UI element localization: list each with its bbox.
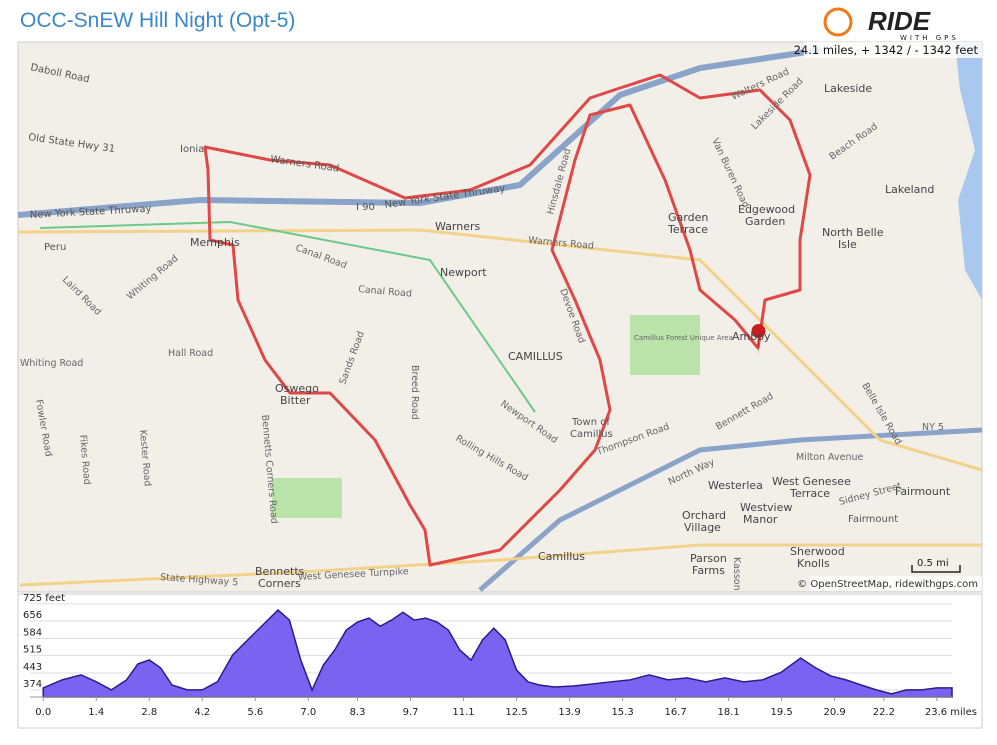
x-tick-label: 12.5 [505, 707, 527, 718]
map-label: Village [684, 521, 721, 534]
map-label: Sherwood [790, 545, 845, 558]
map-label: Milton Avenue [796, 452, 864, 463]
map-label: Camillus [570, 429, 613, 440]
map-label: Terrace [667, 223, 708, 236]
map-label: Peru [44, 242, 66, 253]
x-tick-label: 13.9 [558, 707, 580, 718]
map-label: Bitter [280, 394, 311, 407]
x-tick-label: 2.8 [141, 707, 157, 718]
map-label: Westview [740, 501, 792, 514]
x-tick-label: 4.2 [194, 707, 210, 718]
map-label: Garden [745, 215, 785, 228]
logo-text: RIDE [868, 6, 931, 36]
elevation-chart: 374 443 515 584 656 725 feet 0.0 1.4 2.8 4.2 5.6 7.… [23, 593, 977, 718]
map-label: Kester Road [137, 429, 153, 487]
map-label: Whiting Road [20, 358, 83, 369]
logo-sub: WITH GPS [900, 34, 959, 42]
x-tick-label: 22.2 [873, 707, 895, 718]
map-label: Lakeland [885, 183, 934, 196]
road [19, 543, 982, 587]
x-tick-label: 15.3 [611, 707, 633, 718]
park [272, 478, 342, 518]
map-label: Oswego [275, 382, 319, 395]
scale-bar [911, 565, 961, 573]
lake [955, 42, 982, 300]
park [630, 315, 700, 375]
x-tick-label: 16.7 [664, 707, 686, 718]
route-stats: 24.1 miles, + 1342 / - 1342 feet [794, 43, 979, 57]
map-label: State Highway 5 [160, 572, 239, 588]
map-label: Ionia [180, 144, 204, 155]
x-tick-label: 7.0 [300, 707, 316, 718]
map-label: Warners [435, 220, 481, 233]
y-tick-label: 374 [23, 679, 42, 690]
map-label: Newport [440, 266, 487, 279]
map-label: Breed Road [409, 365, 420, 420]
x-tick-label: 9.7 [403, 707, 419, 718]
route-title[interactable]: OCC-SnEW Hill Night (Opt-5) [20, 9, 295, 32]
elevation-area [42, 609, 953, 698]
y-tick-label: 725 feet [23, 593, 65, 604]
y-tick-label: 584 [23, 627, 42, 638]
x-tick-label: 11.1 [452, 707, 474, 718]
logo[interactable]: RIDE WITH GPS [823, 6, 959, 42]
map-label: Camillus [538, 550, 585, 563]
y-tick-label: 443 [23, 662, 42, 673]
map-label: Garden [668, 211, 708, 224]
x-tick-label: 19.5 [770, 707, 792, 718]
map-label: Fikes Road [77, 434, 92, 485]
x-tick-label: 20.9 [823, 707, 845, 718]
map-label: Bennetts [255, 565, 305, 578]
thruway [17, 47, 821, 218]
map-label: North Belle [822, 226, 884, 239]
map-label: Westerlea [708, 479, 763, 492]
map-label: Town of [571, 417, 610, 428]
map-label: CAMILLUS [508, 350, 563, 363]
map-label: Hall Road [168, 348, 213, 359]
map-label: Manor [743, 513, 778, 526]
canal [39, 220, 536, 413]
map-label: Terrace [789, 487, 830, 500]
x-tick-label: 0.0 [35, 707, 51, 718]
attribution-bg [810, 576, 982, 591]
road [17, 228, 983, 472]
map-label: Camillus Forest Unique Area [634, 334, 733, 342]
map-label: Lakeside [824, 82, 872, 95]
map-label: I 90 [356, 202, 375, 213]
x-tick-label: 18.1 [717, 707, 739, 718]
map-label: Fairmount [848, 514, 898, 525]
x-tick-label: 8.3 [350, 707, 366, 718]
map-label: West Genesee [772, 475, 851, 488]
x-tick-label: 1.4 [88, 707, 104, 718]
scale-label: 0.5 mi [917, 558, 949, 569]
map-label: Parson [690, 552, 727, 565]
highway [478, 427, 983, 592]
y-tick-label: 515 [23, 644, 42, 655]
map-label: Memphis [190, 236, 240, 249]
map-label: Edgewood [738, 203, 795, 216]
start-marker[interactable] [751, 324, 766, 356]
map-label: Corners [258, 577, 301, 590]
map-label: NY 5 [922, 422, 944, 433]
map-label: Kasson [731, 557, 742, 591]
x-tick-label: 23.6 miles [925, 707, 977, 718]
map-label: Fairmount [895, 485, 951, 498]
map-label: Isle [838, 238, 857, 251]
attribution[interactable]: © OpenStreetMap, ridewithgps.com [797, 579, 978, 590]
y-tick-label: 656 [23, 610, 42, 621]
map[interactable]: 24.1 miles, + 1342 / - 1342 feet Daboll … [17, 41, 983, 593]
logo-icon [823, 7, 853, 37]
map-label: Orchard [682, 509, 726, 522]
map-bg [17, 41, 983, 593]
map-label: Canal Road [358, 284, 413, 300]
map-label: Amboy [732, 330, 771, 343]
route-line [203, 73, 812, 567]
stats-bg [804, 42, 982, 58]
x-tick-label: 5.6 [247, 707, 263, 718]
map-label: Knolls [797, 557, 830, 570]
map-label: Farms [692, 564, 725, 577]
